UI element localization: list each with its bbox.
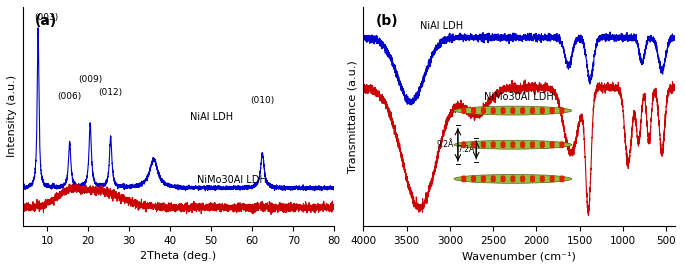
Text: NiMo30Al LDH: NiMo30Al LDH [197,175,266,185]
Text: (003): (003) [34,13,58,21]
X-axis label: 2Theta (deg.): 2Theta (deg.) [140,251,216,261]
Text: (b): (b) [375,13,399,28]
Text: (009): (009) [78,75,102,84]
Y-axis label: Intensity (a.u.): Intensity (a.u.) [7,75,17,157]
Y-axis label: Transmittance (a.u.): Transmittance (a.u.) [348,60,358,173]
X-axis label: Wavenumber (cm⁻¹): Wavenumber (cm⁻¹) [462,251,576,261]
Text: NiAl LDH: NiAl LDH [420,21,463,31]
Text: (010): (010) [250,96,275,105]
Text: NiAl LDH: NiAl LDH [190,112,233,122]
Text: (012): (012) [99,88,123,96]
Text: (006): (006) [58,92,82,101]
Text: (a): (a) [35,13,58,28]
Text: NiMo30Al LDH: NiMo30Al LDH [484,92,554,102]
